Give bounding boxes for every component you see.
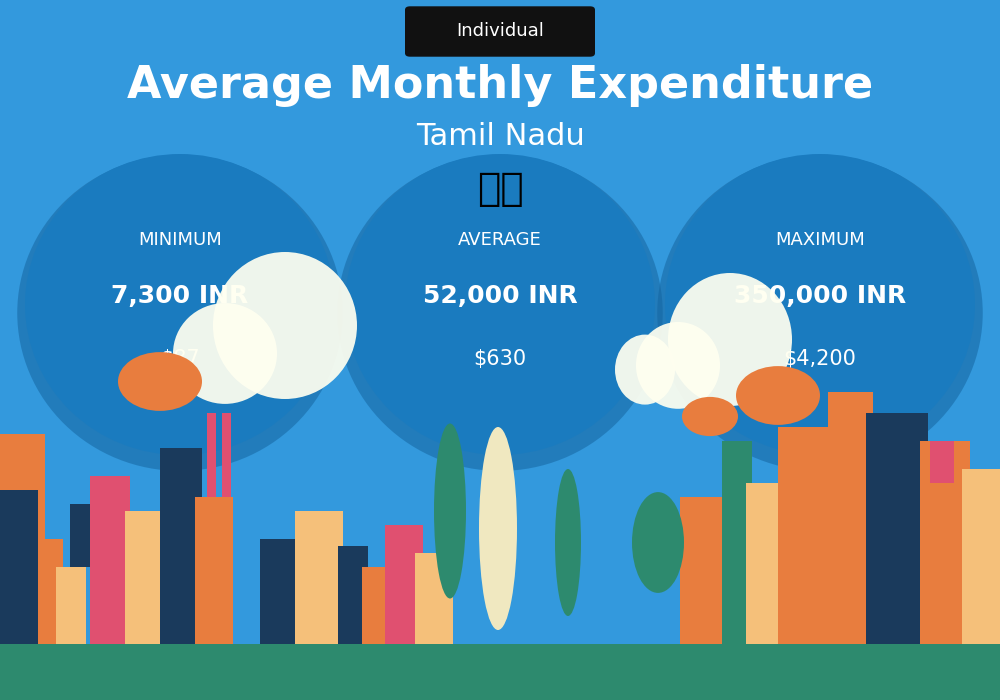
Bar: [362, 567, 392, 644]
Text: $630: $630: [473, 349, 527, 369]
Ellipse shape: [345, 154, 655, 455]
Bar: [930, 441, 954, 483]
Bar: [38, 539, 63, 644]
Ellipse shape: [632, 492, 684, 593]
Ellipse shape: [665, 154, 975, 455]
Text: 350,000 INR: 350,000 INR: [734, 284, 906, 308]
Text: $87: $87: [160, 349, 200, 369]
Text: 7,300 INR: 7,300 INR: [111, 284, 249, 308]
Bar: [778, 427, 836, 644]
Ellipse shape: [555, 469, 581, 616]
Ellipse shape: [636, 322, 720, 409]
Bar: [866, 413, 928, 644]
FancyBboxPatch shape: [405, 6, 595, 57]
Bar: [207, 413, 216, 497]
Bar: [722, 441, 752, 644]
Bar: [125, 511, 173, 644]
Ellipse shape: [17, 155, 343, 471]
Text: Tamil Nadu: Tamil Nadu: [416, 122, 584, 151]
Circle shape: [682, 397, 738, 436]
Bar: [0, 434, 45, 644]
Bar: [90, 476, 130, 644]
Text: 52,000 INR: 52,000 INR: [423, 284, 577, 308]
Bar: [415, 553, 453, 644]
Bar: [385, 525, 423, 644]
Text: Individual: Individual: [456, 22, 544, 41]
Bar: [746, 483, 786, 644]
Circle shape: [118, 352, 202, 411]
Bar: [222, 413, 231, 497]
Text: AVERAGE: AVERAGE: [458, 231, 542, 249]
Bar: [160, 448, 202, 644]
Bar: [70, 504, 98, 567]
Bar: [680, 497, 728, 644]
Text: 🇮🇳: 🇮🇳: [477, 170, 523, 208]
Ellipse shape: [337, 155, 663, 471]
Bar: [295, 511, 343, 644]
Text: MAXIMUM: MAXIMUM: [775, 231, 865, 249]
Bar: [0, 490, 38, 644]
Ellipse shape: [657, 155, 983, 471]
Circle shape: [736, 366, 820, 425]
Ellipse shape: [668, 273, 792, 406]
Text: Average Monthly Expenditure: Average Monthly Expenditure: [127, 64, 873, 107]
Ellipse shape: [479, 427, 517, 630]
Bar: [260, 539, 300, 644]
Ellipse shape: [173, 303, 277, 404]
Text: MINIMUM: MINIMUM: [138, 231, 222, 249]
Bar: [828, 392, 873, 644]
Bar: [920, 441, 970, 644]
Ellipse shape: [434, 424, 466, 598]
Text: $4,200: $4,200: [784, 349, 856, 369]
Ellipse shape: [615, 335, 675, 405]
Bar: [56, 567, 86, 644]
Bar: [0, 644, 1000, 700]
Bar: [962, 469, 1000, 644]
Ellipse shape: [213, 252, 357, 399]
Bar: [338, 546, 368, 644]
Bar: [195, 497, 233, 644]
Ellipse shape: [25, 154, 335, 455]
